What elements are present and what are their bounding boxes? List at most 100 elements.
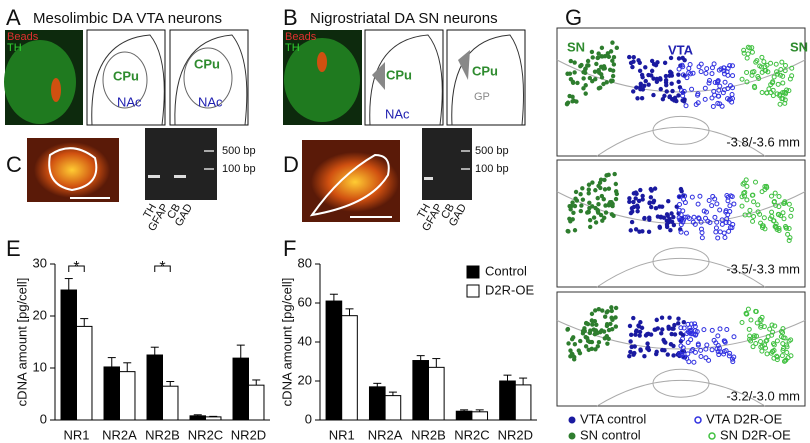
cell-dot — [782, 68, 788, 74]
cell-dot — [678, 229, 684, 235]
outline — [102, 51, 148, 109]
cell-dot — [654, 317, 659, 323]
bar — [60, 289, 77, 421]
y-tick-label: 60 — [298, 294, 312, 309]
cell-dot — [587, 75, 593, 81]
cell-dot — [604, 333, 609, 339]
cell-dot — [637, 329, 643, 335]
cell-dot — [578, 338, 583, 344]
cell-dot — [789, 65, 795, 71]
cell-dot — [789, 206, 795, 212]
cell-dot — [596, 339, 602, 345]
legend-swatch — [466, 284, 480, 298]
cell-dot — [672, 332, 678, 337]
cell-dot — [568, 58, 574, 64]
cell-dot — [670, 88, 675, 94]
cell-dot — [730, 73, 736, 79]
cell-dot — [601, 197, 606, 202]
cell-dot — [772, 190, 778, 196]
cell-dot — [580, 197, 586, 202]
cell-dot — [643, 78, 648, 84]
cell-dot — [631, 199, 636, 205]
cell-dot — [605, 341, 610, 346]
cell-dot — [717, 326, 723, 332]
cell-dot — [707, 78, 713, 84]
cell-dot — [780, 210, 786, 216]
cell-dot — [749, 72, 755, 78]
cell-dot — [642, 215, 647, 221]
cell-dot — [604, 323, 610, 329]
region-label: SN — [790, 39, 808, 54]
cell-dot — [590, 55, 595, 60]
cell-dot — [605, 309, 610, 314]
cell-dot — [633, 332, 638, 337]
cell-dot — [726, 353, 732, 359]
cell-dot — [721, 230, 727, 236]
cell-dot — [779, 59, 785, 65]
cell-dot — [784, 350, 790, 356]
cell-dot — [638, 320, 643, 325]
cell-dot — [730, 359, 736, 365]
cell-dot — [727, 83, 733, 89]
cell-dot — [669, 331, 674, 337]
cell-dot — [704, 342, 710, 348]
cell-dot — [761, 324, 767, 330]
cell-dot — [773, 61, 779, 67]
significance-bracket — [154, 265, 171, 272]
cell-dot — [690, 70, 696, 76]
cell-dot — [668, 55, 674, 61]
cell-dot — [665, 352, 670, 357]
gel-band — [461, 150, 470, 152]
cell-dot — [764, 185, 770, 191]
bar — [412, 360, 430, 421]
cell-dot — [764, 337, 770, 343]
outline — [652, 115, 710, 145]
cell-dot — [786, 226, 792, 232]
cell-dot — [709, 347, 715, 353]
cell-dot — [588, 328, 593, 333]
cell-dot — [753, 59, 759, 65]
cell-dot — [679, 88, 685, 94]
cell-dot — [610, 73, 616, 79]
cell-dot — [663, 73, 669, 79]
cell-dot — [723, 208, 729, 214]
cell-dot — [750, 344, 756, 350]
outline — [596, 257, 766, 288]
cell-dot — [635, 96, 640, 101]
cell-dot — [695, 201, 701, 207]
cell-dot — [748, 317, 754, 323]
panel-label: B — [283, 5, 298, 30]
cell-dot — [649, 68, 655, 74]
cell-dot — [676, 316, 681, 321]
cell-dot — [759, 69, 765, 75]
cell-dot — [649, 188, 654, 193]
cell-dot — [668, 228, 673, 233]
cell-dot — [782, 199, 788, 205]
cell-dot — [768, 350, 774, 356]
cell-dot — [745, 306, 751, 312]
cell-dot — [714, 219, 720, 225]
cell-dot — [727, 350, 733, 356]
panel-label: G — [565, 5, 582, 30]
cell-dot — [680, 72, 686, 78]
cell-dot — [693, 101, 699, 107]
y-tick-label: 80 — [298, 255, 312, 270]
cell-dot — [771, 342, 777, 348]
cell-dot — [572, 70, 577, 75]
cell-dot — [599, 328, 604, 333]
cell-dot — [577, 350, 583, 356]
cell-dot — [572, 228, 578, 233]
cell-dot — [769, 332, 775, 338]
cell-dot — [709, 65, 715, 71]
cell-dot — [759, 54, 765, 60]
y-tick-label: 20 — [298, 372, 312, 387]
cell-dot — [596, 51, 601, 56]
cell-dot — [742, 212, 748, 218]
cell-dot — [678, 338, 684, 344]
cell-dot — [715, 235, 721, 241]
y-tick-label: 10 — [33, 359, 47, 374]
cell-dot — [613, 324, 619, 329]
cell-dot — [709, 203, 715, 209]
region-label: CPu — [386, 67, 412, 82]
region-label: NAc — [385, 106, 410, 121]
